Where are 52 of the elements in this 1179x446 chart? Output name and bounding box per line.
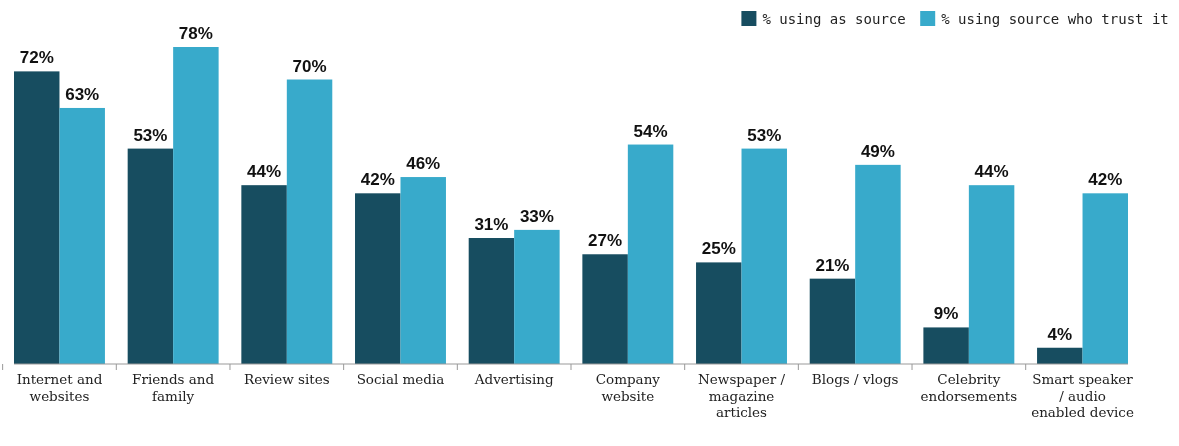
- data-label: 44%: [247, 162, 282, 182]
- bar: [855, 164, 901, 364]
- bar: [696, 262, 742, 364]
- x-tick-label: Review sites: [244, 371, 330, 387]
- bar: [514, 229, 560, 364]
- bar: [968, 185, 1015, 364]
- bar: [173, 47, 219, 364]
- bar: [286, 79, 333, 364]
- bar: [1082, 193, 1128, 364]
- data-label: 63%: [65, 84, 100, 104]
- bar: [59, 107, 105, 364]
- x-tick-label: Friends and family: [132, 371, 215, 404]
- data-label: 49%: [860, 141, 895, 161]
- data-label: 4%: [1047, 324, 1073, 344]
- data-label: 70%: [292, 56, 327, 76]
- bar: [468, 238, 515, 364]
- data-label: 42%: [1088, 170, 1123, 190]
- x-tick-label: Smart speaker / audio enabled device: [1031, 371, 1134, 420]
- bar: [241, 185, 287, 364]
- legend-label: % using source who trust it: [941, 11, 1169, 27]
- data-label: 53%: [747, 125, 782, 145]
- bar: [741, 148, 787, 364]
- x-tick-label: Company website: [595, 371, 661, 404]
- data-label: 21%: [815, 255, 850, 275]
- x-tick-label: Newspaper / magazine articles: [698, 371, 786, 420]
- legend-label: % using as source: [762, 11, 906, 27]
- x-tick-label: Social media: [356, 371, 445, 387]
- bar: [1037, 347, 1083, 364]
- bar: [582, 254, 628, 364]
- x-tick-label: Internet and websites: [16, 371, 103, 404]
- bar: [923, 327, 969, 364]
- bar: [14, 71, 60, 364]
- x-tick-label: Celebrity endorsements: [920, 371, 1018, 404]
- bar: [627, 144, 674, 364]
- bar: [809, 278, 856, 364]
- x-tick-label: Blogs / vlogs: [811, 371, 899, 387]
- data-label: 27%: [588, 231, 623, 251]
- data-label: 9%: [933, 304, 959, 324]
- data-label: 72%: [19, 48, 54, 68]
- data-label: 54%: [633, 121, 668, 141]
- data-label: 25%: [701, 239, 736, 259]
- data-label: 53%: [133, 125, 168, 145]
- x-tick-label: Advertising: [473, 371, 554, 387]
- data-label: 31%: [474, 215, 509, 235]
- data-label: 78%: [178, 24, 213, 43]
- data-label: 33%: [519, 206, 554, 226]
- bar: [355, 193, 401, 364]
- data-label: 42%: [360, 170, 395, 190]
- bar: [127, 148, 174, 364]
- data-label: 44%: [974, 162, 1009, 182]
- data-label: 46%: [406, 154, 441, 174]
- bar: [400, 177, 446, 364]
